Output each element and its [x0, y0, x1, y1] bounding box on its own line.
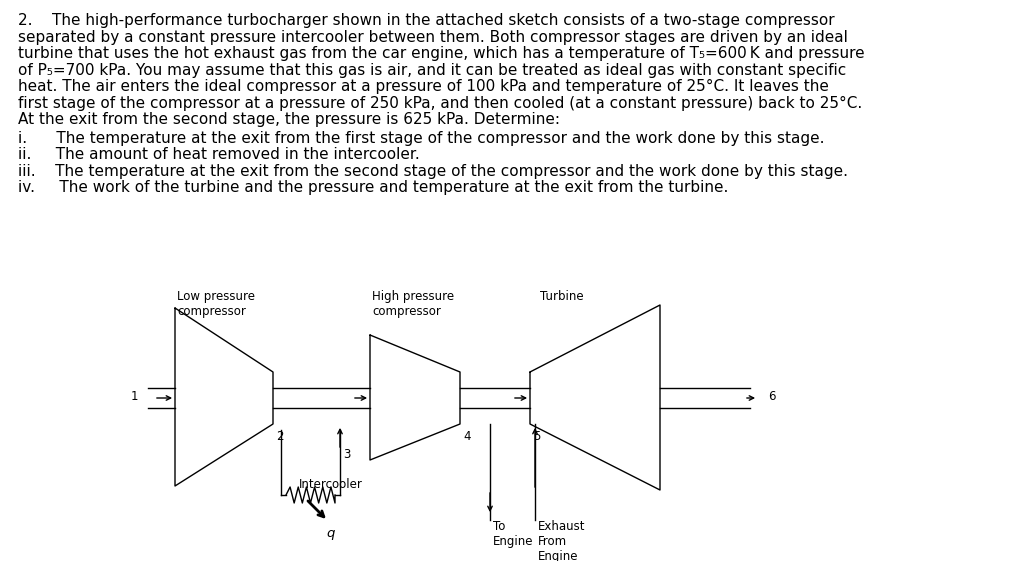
- Text: ii.     The amount of heat removed in the intercooler.: ii. The amount of heat removed in the in…: [18, 147, 420, 162]
- Text: iii.    The temperature at the exit from the second stage of the compressor and : iii. The temperature at the exit from th…: [18, 163, 848, 178]
- Text: Exhaust
From
Engine: Exhaust From Engine: [538, 520, 586, 561]
- Text: To
Engine: To Engine: [493, 520, 534, 548]
- Text: 4: 4: [463, 430, 470, 443]
- Text: turbine that uses the hot exhaust gas from the car engine, which has a temperatu: turbine that uses the hot exhaust gas fr…: [18, 46, 864, 61]
- Text: iv.     The work of the turbine and the pressure and temperature at the exit fro: iv. The work of the turbine and the pres…: [18, 180, 728, 195]
- Text: Low pressure
compressor: Low pressure compressor: [177, 290, 255, 318]
- Text: 2: 2: [276, 430, 284, 443]
- Text: q: q: [326, 527, 335, 540]
- Text: 5: 5: [534, 430, 541, 443]
- Text: High pressure
compressor: High pressure compressor: [372, 290, 454, 318]
- Text: Turbine: Turbine: [540, 290, 584, 303]
- Text: At the exit from the second stage, the pressure is 625 kPa. Determine:: At the exit from the second stage, the p…: [18, 112, 560, 127]
- Text: 6: 6: [768, 389, 775, 402]
- Text: 3: 3: [343, 448, 350, 462]
- Text: heat. The air enters the ideal compressor at a pressure of 100 kPa and temperatu: heat. The air enters the ideal compresso…: [18, 79, 828, 94]
- Text: i.      The temperature at the exit from the first stage of the compressor and t: i. The temperature at the exit from the …: [18, 131, 824, 145]
- Text: first stage of the compressor at a pressure of 250 kPa, and then cooled (at a co: first stage of the compressor at a press…: [18, 95, 862, 111]
- Text: Intercooler: Intercooler: [299, 478, 362, 491]
- Text: 1: 1: [130, 389, 138, 402]
- Text: separated by a constant pressure intercooler between them. Both compressor stage: separated by a constant pressure interco…: [18, 30, 848, 44]
- Text: 2.    The high-performance turbocharger shown in the attached sketch consists of: 2. The high-performance turbocharger sho…: [18, 13, 835, 28]
- Text: of P₅=700 kPa. You may assume that this gas is air, and it can be treated as ide: of P₅=700 kPa. You may assume that this …: [18, 62, 846, 77]
